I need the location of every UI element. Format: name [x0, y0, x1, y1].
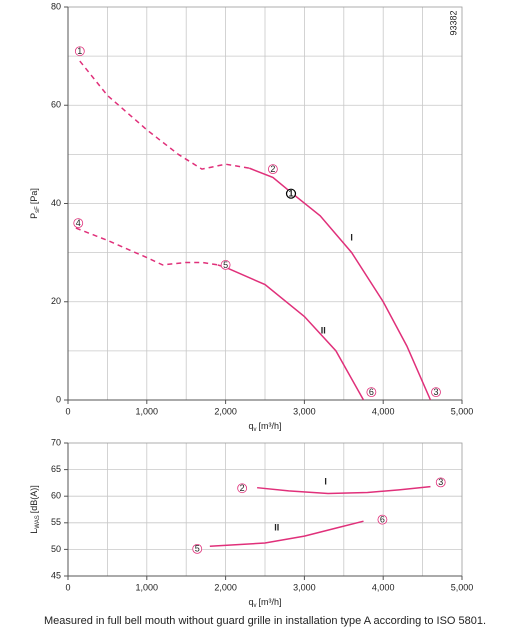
footnote: Measured in full bell mouth without guar…	[44, 615, 486, 627]
x-tick-label: 0	[65, 582, 70, 592]
x-label-sub: v	[254, 427, 257, 433]
marker-label: 2	[270, 164, 275, 174]
curve-label: II	[321, 326, 326, 336]
marker-label: 5	[223, 260, 228, 270]
y-tick-label: 65	[51, 464, 61, 474]
x-tick-label: 4,000	[372, 406, 395, 416]
x-tick-label: 2,000	[214, 582, 237, 592]
y-tick-label: 60	[51, 100, 61, 110]
y-tick-label: 20	[51, 296, 61, 306]
y-tick-label: 50	[51, 544, 61, 554]
marker-circle	[74, 46, 85, 57]
marker-label: 2	[240, 483, 245, 493]
x-tick-label: 1,000	[136, 582, 159, 592]
x-tick-label: 2,000	[214, 406, 237, 416]
curve-solid	[209, 520, 364, 547]
marker-circle	[377, 514, 388, 525]
y-tick-label: 40	[51, 198, 61, 208]
y-axis-label: LWAS [dB(A)]	[29, 485, 40, 533]
x-tick-label: 3,000	[293, 582, 316, 592]
marker-circle	[237, 483, 248, 494]
marker-label: 6	[369, 387, 374, 397]
marker-circle	[73, 218, 84, 229]
curve-solid	[257, 485, 431, 495]
x-axis-label: qv [m³/h]	[248, 597, 281, 608]
x-tick-label: 3,000	[293, 406, 316, 416]
y-label-unit: [dB(A)]	[29, 485, 39, 513]
curve-solid	[248, 167, 432, 401]
y-tick-label: 60	[51, 491, 61, 501]
y-tick-label: 70	[51, 437, 61, 447]
y-tick-label: 80	[51, 1, 61, 11]
x-tick-label: 1,000	[136, 406, 159, 416]
y-tick-label: 45	[51, 570, 61, 580]
x-label-sub: v	[254, 603, 257, 609]
y-label-main: P	[29, 213, 39, 219]
marker-circle	[431, 387, 441, 398]
marker-label: 6	[380, 514, 385, 524]
marker-circle	[192, 543, 203, 554]
marker-circle	[435, 477, 446, 488]
x-tick-label: 5,000	[451, 582, 474, 592]
y-tick-label: 0	[56, 394, 61, 404]
operating-point-label: 1	[288, 189, 293, 199]
y-axis-label: PsF [Pa]	[29, 188, 40, 219]
marker-circle	[366, 387, 377, 398]
curve-dashed	[75, 227, 218, 266]
y-tick-label: 55	[51, 517, 61, 527]
figure-id: 93382	[448, 10, 458, 35]
y-label-sub: sF	[35, 206, 41, 213]
marker-label: 3	[438, 477, 443, 487]
y-label-unit: [Pa]	[29, 188, 39, 204]
marker-label: 5	[195, 544, 200, 554]
x-label-main: q	[248, 421, 253, 431]
operating-point	[285, 188, 297, 199]
curve-label: I	[324, 477, 327, 487]
marker-label: 4	[76, 218, 81, 228]
marker-label: 1	[77, 46, 82, 56]
marker-label: 3	[433, 387, 438, 397]
marker-circle	[267, 164, 278, 175]
x-tick-label: 4,000	[372, 582, 395, 592]
curve-dashed	[79, 60, 250, 170]
y-label-sub: WAS	[35, 515, 41, 528]
x-label-unit: [m³/h]	[259, 421, 282, 431]
y-label-main: L	[29, 529, 39, 534]
curve-label: I	[350, 232, 353, 242]
x-label-main: q	[248, 597, 253, 607]
curve-label: II	[274, 522, 279, 532]
x-tick-label: 0	[65, 406, 70, 416]
x-axis-label: qv [m³/h]	[248, 421, 281, 432]
marker-circle	[220, 260, 231, 270]
x-tick-label: 5,000	[451, 406, 474, 416]
curve-solid	[217, 264, 365, 401]
x-label-unit: [m³/h]	[259, 597, 282, 607]
